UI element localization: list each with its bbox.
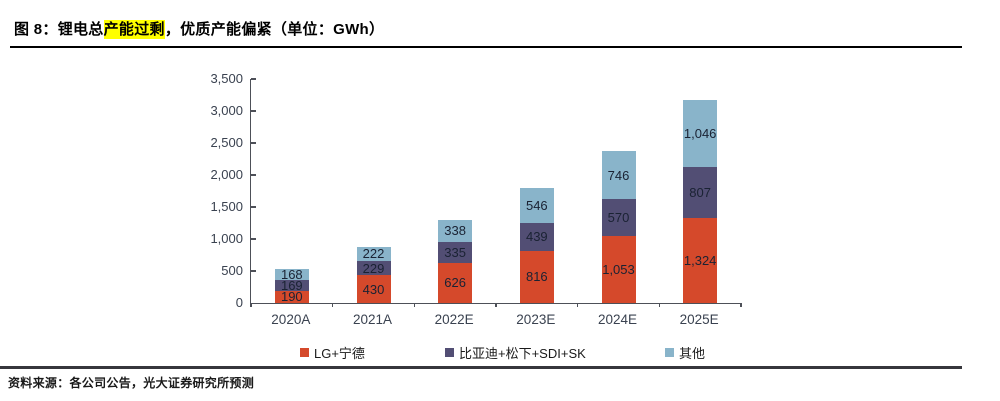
y-axis-tick: [251, 206, 256, 208]
bar-segment: 816: [519, 250, 554, 303]
bar-value-label: 229: [362, 260, 385, 276]
legend-label: 比亚迪+松下+SDI+SK: [459, 346, 586, 361]
y-axis-tick: [251, 238, 256, 240]
legend-label: 其他: [679, 346, 706, 361]
bar-segment: 190: [274, 289, 309, 305]
title-divider: [10, 46, 962, 48]
bar-segment: 335: [438, 241, 473, 263]
bar-value-label: 1,324: [683, 253, 717, 269]
bar-segment: 222: [356, 246, 391, 262]
y-axis-tick-label: 3,500: [210, 71, 243, 86]
bar-value-label: 1,053: [602, 261, 635, 277]
x-axis-tick: [495, 303, 497, 307]
bar-value-label: 626: [444, 275, 466, 291]
legend-item: 其他: [665, 343, 705, 362]
figure-title-prefix: 图 8：锂电总: [14, 21, 104, 38]
y-axis-tick-label: 1,500: [210, 199, 243, 214]
bar-value-label: 1,046: [683, 125, 717, 141]
bar-segment: 626: [438, 262, 473, 303]
x-axis-tick: [658, 303, 661, 307]
source-divider: [0, 366, 962, 369]
bar-value-label: 570: [607, 209, 630, 225]
bar-value-label: 816: [525, 269, 548, 285]
legend-swatch-icon: [300, 348, 309, 357]
x-axis-tick: [250, 303, 252, 307]
source-text: 资料来源：各公司公告，光大证券研究所预测: [8, 376, 255, 390]
y-axis-tick-label: 2,000: [210, 167, 243, 182]
legend-label: LG+宁德: [314, 346, 365, 361]
bar-segment: 1,046: [683, 99, 718, 167]
bar-segment: 430: [356, 275, 391, 303]
bar-value-label: 546: [525, 197, 548, 213]
x-axis-category-label: 2022E: [434, 312, 474, 327]
bar-value-label: 746: [607, 167, 630, 183]
y-axis-tick: [251, 174, 256, 176]
legend-swatch-icon: [665, 348, 674, 357]
bar-value-label: 222: [362, 246, 385, 262]
bar-segment: 546: [519, 187, 554, 223]
bar-value-label: 338: [444, 223, 466, 239]
bar-value-label: 168: [280, 267, 303, 283]
bar-value-label: 439: [525, 229, 548, 245]
bar-value-label: 807: [689, 184, 711, 200]
x-axis-tick: [413, 303, 416, 307]
x-axis-category-label: 2024E: [597, 312, 638, 327]
y-axis-tick: [251, 142, 256, 144]
x-axis-tick: [576, 303, 579, 307]
y-axis-tick-label: 0: [235, 295, 243, 310]
y-axis-tick-label: 500: [221, 263, 243, 278]
x-axis-category-label: 2021A: [352, 312, 393, 327]
plot-area: 190 169 168 430 229 222 626 335 338 816 439 546 1,05…: [250, 78, 742, 307]
y-axis-tick-label: 1,000: [210, 231, 243, 246]
legend-item: LG+宁德: [300, 343, 365, 362]
figure-title-suffix: ，优质产能偏紧（单位：GWh）: [164, 21, 385, 38]
bar-segment: 439: [519, 222, 554, 251]
bar-segment: 338: [438, 219, 473, 242]
x-axis-tick: [331, 303, 334, 307]
bar-segment: 1,053: [601, 235, 636, 303]
figure-title: 图 8：锂电总产能过剩，优质产能偏紧（单位：GWh）: [14, 18, 384, 39]
bar-value-label: 430: [362, 281, 385, 297]
y-axis-tick: [251, 110, 256, 112]
y-axis-tick: [251, 78, 256, 80]
x-axis-category-label: 2025E: [679, 312, 719, 327]
bar-segment: 746: [601, 151, 636, 200]
bar-segment: 1,324: [683, 218, 718, 303]
y-axis-tick-label: 3,000: [210, 103, 243, 118]
y-axis-tick: [251, 270, 256, 272]
bar-value-label: 190: [280, 289, 303, 305]
x-axis-category-label: 2023E: [516, 312, 556, 327]
legend-item: 比亚迪+松下+SDI+SK: [445, 343, 586, 362]
bar-value-label: 169: [280, 277, 303, 293]
bar-segment: 169: [274, 277, 309, 293]
figure-title-highlight: 产能过剩: [103, 20, 165, 39]
bar-segment: 807: [683, 166, 718, 219]
bar-value-label: 335: [444, 244, 466, 260]
y-axis-tick-label: 2,500: [210, 135, 243, 150]
bar-segment: 168: [274, 267, 309, 283]
bar-segment: 229: [356, 260, 391, 276]
x-axis-category-label: 2020A: [271, 312, 311, 327]
bar-segment: 570: [601, 199, 636, 236]
x-axis-tick: [740, 303, 742, 307]
legend-swatch-icon: [445, 348, 454, 357]
